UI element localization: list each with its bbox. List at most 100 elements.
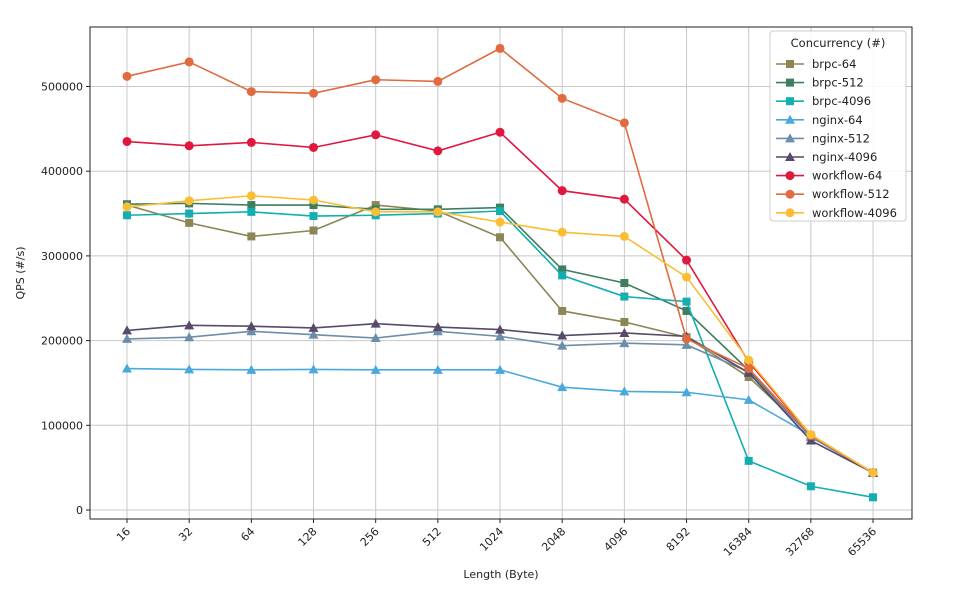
data-point: [869, 493, 878, 502]
legend-item: nginx-512: [776, 131, 870, 145]
legend-marker: [785, 171, 795, 181]
data-point: [371, 207, 381, 217]
legend-marker: [785, 152, 795, 161]
data-point: [247, 232, 256, 241]
legend-label: brpc-64: [812, 57, 856, 71]
data-point: [682, 306, 691, 315]
data-point: [309, 142, 319, 152]
data-point: [370, 318, 381, 328]
data-point: [184, 332, 195, 342]
x-tick-label: 128: [296, 525, 320, 549]
legend-item: workflow-4096: [776, 206, 897, 220]
data-point: [557, 227, 567, 237]
data-point: [682, 272, 692, 282]
data-point: [123, 211, 131, 220]
legend-label: nginx-64: [812, 113, 863, 127]
data-point: [744, 456, 753, 465]
data-point: [309, 195, 319, 205]
data-point: [184, 196, 194, 206]
y-tick-label: 500000: [41, 81, 83, 94]
data-point: [184, 320, 195, 330]
x-tick-label: 64: [238, 525, 257, 544]
data-point: [557, 382, 568, 392]
y-axis-label: QPS (#/s): [14, 246, 27, 299]
legend: Concurrency (#) brpc-64 brpc-512 brpc-4096 n…: [769, 30, 907, 222]
data-point: [620, 279, 629, 288]
legend-label: brpc-4096: [812, 94, 871, 108]
series-brpc-4096: [123, 207, 878, 502]
data-point: [558, 306, 567, 315]
data-point: [620, 317, 629, 326]
legend-item: nginx-4096: [776, 150, 877, 164]
data-point: [558, 265, 567, 274]
data-point: [122, 325, 132, 335]
data-point: [558, 271, 567, 280]
data-point: [246, 87, 256, 97]
data-point: [619, 194, 629, 204]
legend-label: brpc-512: [812, 76, 864, 90]
data-point: [247, 207, 256, 216]
x-tick-label: 1024: [477, 525, 506, 554]
x-tick-label: 16384: [721, 525, 755, 559]
legend-label: workflow-64: [812, 169, 882, 183]
x-tick-label: 32: [176, 525, 195, 544]
data-point: [184, 364, 195, 374]
x-tick-label: 4096: [601, 525, 630, 554]
data-point: [495, 364, 506, 374]
data-point: [247, 201, 256, 210]
legend-marker: [786, 60, 794, 68]
data-point: [370, 364, 381, 374]
data-point: [806, 430, 816, 440]
legend-marker: [785, 133, 795, 143]
data-point: [806, 482, 815, 491]
data-point: [246, 321, 257, 331]
y-tick-label: 400000: [41, 165, 83, 178]
data-point: [682, 297, 691, 306]
legend-marker: [785, 114, 795, 124]
legend-item: brpc-64: [776, 57, 856, 71]
data-point: [122, 363, 132, 373]
data-point: [495, 331, 506, 341]
legend-marker: [785, 208, 795, 218]
data-point: [619, 386, 630, 396]
data-point: [619, 231, 629, 241]
data-point: [619, 118, 629, 128]
data-point: [557, 186, 567, 196]
data-point: [433, 76, 443, 86]
data-point: [495, 324, 506, 334]
legend-marker: [786, 97, 794, 106]
legend-marker: [786, 78, 794, 87]
legend-marker: [785, 189, 795, 199]
data-point: [308, 364, 319, 374]
data-point: [122, 333, 132, 343]
x-tick-label: 512: [420, 525, 444, 549]
legend-title: Concurrency (#): [791, 36, 886, 50]
data-point: [495, 127, 505, 137]
legend-label: nginx-4096: [812, 150, 877, 164]
data-point: [371, 130, 381, 140]
data-point: [246, 326, 257, 336]
data-point: [557, 93, 567, 103]
x-tick-label: 256: [358, 525, 382, 549]
data-point: [433, 207, 443, 217]
data-point: [682, 255, 692, 265]
data-point: [495, 43, 505, 53]
data-point: [309, 201, 318, 210]
data-point: [495, 217, 505, 227]
data-point: [308, 322, 319, 332]
data-point: [496, 233, 505, 242]
data-point: [557, 340, 568, 350]
y-tick-label: 0: [76, 504, 83, 517]
x-tick-label: 32768: [783, 525, 817, 559]
y-tick-label: 300000: [41, 250, 83, 263]
y-tick-label: 200000: [41, 335, 83, 348]
data-point: [432, 322, 443, 332]
data-point: [744, 364, 754, 374]
data-point: [370, 333, 381, 343]
data-point: [184, 57, 194, 67]
data-point: [122, 202, 132, 212]
data-point: [185, 209, 194, 218]
data-point: [371, 201, 380, 210]
data-point: [309, 88, 319, 98]
